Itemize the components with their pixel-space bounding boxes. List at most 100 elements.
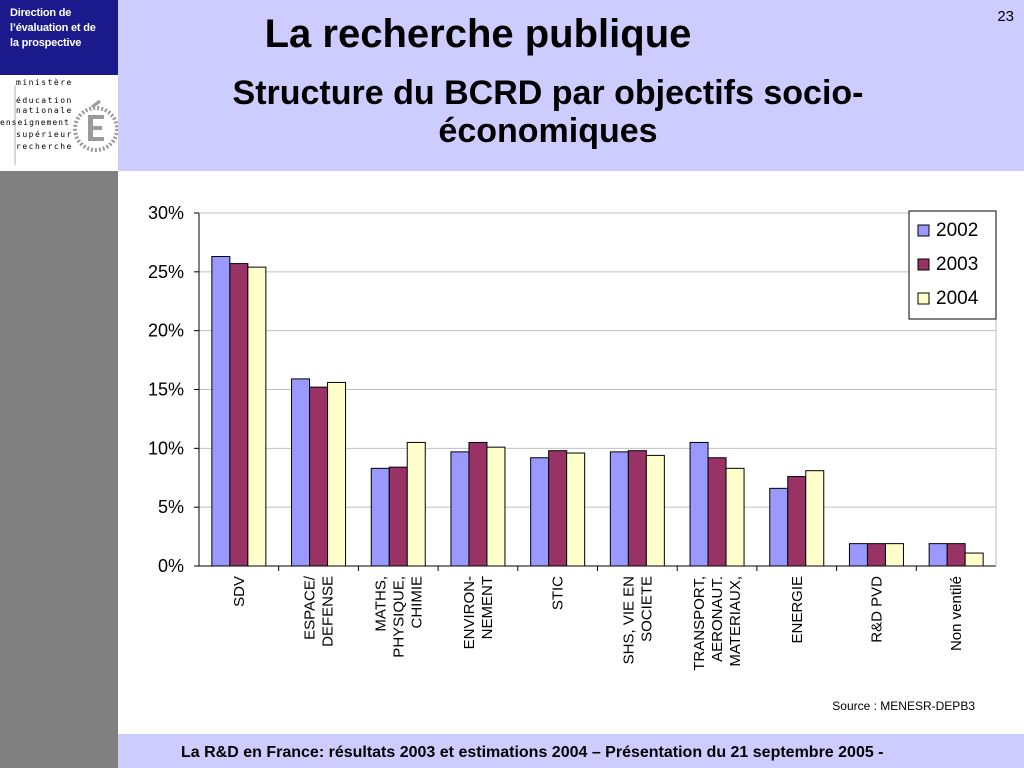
logo-line: recherche — [16, 142, 73, 151]
bar — [946, 543, 966, 567]
category-label-text: SDV — [231, 576, 248, 607]
category-label-line: ENVIRON- — [461, 576, 478, 649]
bar — [964, 552, 984, 567]
bar — [884, 543, 904, 567]
page-subtitle: Structure du BCRD par objectifs socio- é… — [158, 74, 938, 150]
emblem-accent — [91, 99, 101, 109]
ministry-logo-graphic: ministère éducation nationale enseigneme… — [0, 77, 119, 165]
bar — [928, 543, 948, 567]
bar — [769, 487, 789, 567]
x-category-label: TRANSPORT,AERONAUT.MATERIAUX, — [691, 576, 744, 671]
category-label-line: ESPACE/ — [302, 575, 319, 640]
y-tick-label: 25% — [148, 262, 184, 282]
legend: 2002 2003 2004 — [908, 210, 997, 320]
category-label-line: Non ventilé — [948, 576, 965, 651]
bar — [388, 466, 408, 567]
category-label-text: TRANSPORT,AERONAUT.MATERIAUX, — [691, 576, 744, 671]
legend-swatch — [917, 258, 930, 271]
footer-text: La R&D en France: résultats 2003 et esti… — [181, 744, 884, 761]
axis-layer: 0% 5% 10% 15% 20% 25% 30% SDV ESPACE/DEFENSE MATH… — [148, 203, 997, 671]
bar — [725, 467, 745, 567]
subtitle-line: économiques — [438, 112, 658, 150]
bar — [309, 386, 329, 567]
category-label-line: MATHS, — [372, 576, 389, 632]
bar — [609, 451, 629, 567]
emblem-letter — [88, 115, 104, 141]
x-category-label: ESPACE/DEFENSE — [302, 575, 337, 647]
category-label-text: SHS, VIE ENSOCIETE — [620, 576, 655, 664]
bar — [247, 266, 267, 567]
bar — [291, 378, 311, 567]
bar — [866, 543, 886, 567]
x-category-label: SDV — [231, 576, 248, 607]
subtitle-line: Structure du BCRD par objectifs socio- — [232, 74, 864, 112]
y-tick-label: 10% — [148, 438, 184, 458]
bar — [450, 451, 470, 567]
y-tick-label: 5% — [158, 497, 184, 517]
category-label-line: MATERIAUX, — [727, 576, 744, 667]
legend-label: 2002 — [936, 220, 978, 241]
category-label-text: MATHS,PHYSIQUE,CHIMIE — [372, 576, 425, 658]
legend-swatch — [917, 224, 930, 237]
bar — [211, 256, 231, 567]
x-category-label: Non ventilé — [948, 576, 965, 651]
y-tick-label: 15% — [148, 380, 184, 400]
header: La recherche publique Structure du BCRD … — [118, 0, 1024, 171]
ministry-logo: ministère éducation nationale enseigneme… — [0, 75, 119, 171]
bar — [627, 450, 647, 567]
brand-line: la prospective — [10, 37, 82, 49]
brand-line: Direction de — [10, 7, 72, 19]
bar — [566, 452, 586, 567]
brand-box: Direction de l’évaluation et de la prosp… — [0, 0, 118, 75]
bar — [548, 450, 568, 567]
legend-swatch — [917, 292, 930, 305]
logo-line: ministère — [16, 77, 73, 87]
x-category-label: R&D PVD — [868, 576, 885, 643]
bar — [468, 441, 488, 567]
bar — [370, 467, 390, 567]
category-label-line: TRANSPORT, — [691, 576, 708, 671]
y-tick-label: 0% — [158, 556, 184, 576]
bar-chart: 0% 5% 10% 15% 20% 25% 30% SDV ESPACE/DEFENSE MATH… — [148, 203, 997, 713]
x-category-label: ENVIRON-NEMENT — [461, 576, 496, 649]
bar — [406, 441, 426, 567]
page-number: 23 — [997, 8, 1014, 25]
x-category-label: STIC — [550, 576, 567, 610]
category-label-line: PHYSIQUE, — [390, 576, 407, 658]
bar — [689, 441, 709, 567]
category-label-line: SDV — [231, 576, 248, 607]
category-label-text: Non ventilé — [948, 576, 965, 651]
category-label-line: STIC — [550, 576, 567, 610]
bar — [848, 543, 868, 567]
category-label-line: NEMENT — [479, 576, 496, 639]
bar-layer — [211, 256, 984, 567]
category-label-text: ENVIRON-NEMENT — [461, 576, 496, 649]
category-label-line: SOCIETE — [638, 576, 655, 642]
category-label-line: ENERGIE — [789, 576, 806, 644]
logo-line: nationale — [16, 106, 73, 115]
category-label-line: DEFENSE — [320, 576, 337, 647]
source-label: Source : MENESR-DEPB3 — [832, 699, 975, 713]
category-label-line: AERONAUT. — [709, 576, 726, 662]
logo-line: enseignement — [0, 118, 70, 127]
y-tick-label: 30% — [148, 203, 184, 223]
category-label-text: R&D PVD — [868, 576, 885, 643]
bar — [530, 457, 550, 567]
category-label-text: ESPACE/DEFENSE — [302, 575, 337, 647]
x-category-label: ENERGIE — [789, 576, 806, 644]
category-label-text: STIC — [550, 576, 567, 610]
bar — [707, 457, 727, 567]
footer: La R&D en France: résultats 2003 et esti… — [118, 734, 1024, 768]
emblem-circle — [73, 106, 119, 152]
bar — [805, 470, 825, 567]
brand-line: l’évaluation et de — [10, 22, 96, 34]
x-category-label: MATHS,PHYSIQUE,CHIMIE — [372, 576, 425, 658]
category-label-line: CHIMIE — [408, 576, 425, 629]
bar — [787, 476, 807, 567]
category-label-line: SHS, VIE EN — [620, 576, 637, 664]
bar — [486, 446, 506, 567]
bar — [327, 381, 347, 567]
legend-label: 2003 — [936, 254, 978, 275]
logo-line: éducation — [16, 95, 73, 105]
logo-line: supérieur — [16, 129, 73, 139]
